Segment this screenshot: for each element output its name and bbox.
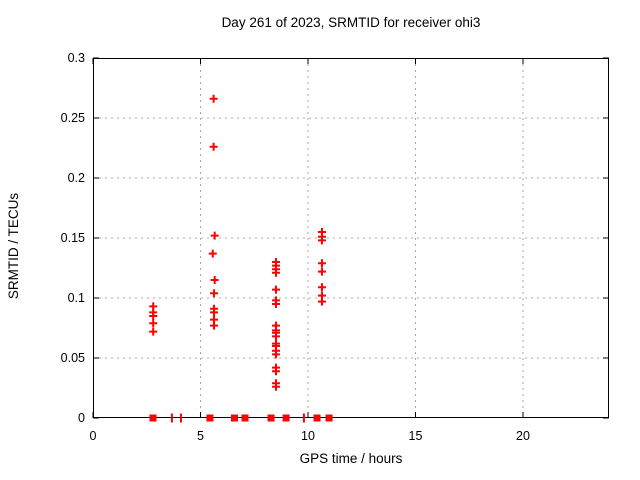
data-point-plus — [271, 285, 280, 294]
plot-area — [92, 57, 609, 423]
data-point-plus — [149, 312, 158, 320]
data-point-plus — [271, 332, 280, 341]
data-point-plus — [271, 382, 280, 391]
y-tick-label: 0.15 — [60, 231, 85, 245]
data-point-square — [313, 414, 321, 422]
data-point-square — [241, 414, 249, 422]
x-tick-label: 15 — [408, 429, 423, 443]
data-point-plus — [210, 276, 219, 284]
data-point-square — [325, 414, 333, 422]
data-point-plus — [317, 236, 326, 245]
y-tick-label: 0.25 — [60, 111, 85, 125]
data-point-square — [282, 414, 290, 422]
data-point-square — [267, 414, 275, 422]
data-point-plus — [271, 300, 280, 308]
data-point-plus — [317, 283, 326, 292]
data-point-vbar — [302, 413, 305, 423]
data-point-plus — [149, 327, 158, 336]
data-point-vbar — [170, 413, 173, 423]
x-tick-label: 0 — [89, 429, 97, 443]
plot-canvas — [92, 57, 609, 423]
y-tick-label: 0.1 — [67, 291, 85, 305]
data-point-plus — [271, 350, 280, 359]
data-point-plus — [210, 231, 219, 240]
data-point-plus — [209, 94, 218, 103]
y-axis-label: SRMTID / TECUs — [6, 192, 21, 300]
x-axis-label: GPS time / hours — [299, 451, 403, 466]
data-point-plus — [271, 268, 280, 277]
data-point-plus — [317, 297, 326, 306]
data-point-plus — [210, 321, 219, 330]
data-point-vbar — [179, 413, 182, 423]
x-tick-label: 20 — [516, 429, 530, 443]
data-point-plus — [210, 308, 219, 317]
x-tick-label: 10 — [301, 429, 315, 443]
data-point-plus — [317, 259, 326, 268]
data-point-plus — [317, 267, 326, 276]
y-tick-label: 0.2 — [67, 171, 85, 185]
data-point-plus — [271, 367, 280, 376]
data-point-plus — [208, 249, 217, 258]
data-point-plus — [149, 319, 158, 328]
data-point-square — [230, 414, 238, 422]
data-point-plus — [210, 289, 219, 298]
chart-title: Day 261 of 2023, SRMTID for receiver ohi… — [221, 15, 481, 30]
x-tick-label: 5 — [197, 429, 204, 443]
y-tick-label: 0 — [78, 411, 85, 425]
y-tick-label: 0.05 — [60, 351, 85, 365]
y-tick-label: 0.3 — [67, 51, 85, 65]
data-point-plus — [209, 142, 218, 151]
data-point-square — [206, 414, 214, 422]
data-point-square — [149, 414, 157, 422]
